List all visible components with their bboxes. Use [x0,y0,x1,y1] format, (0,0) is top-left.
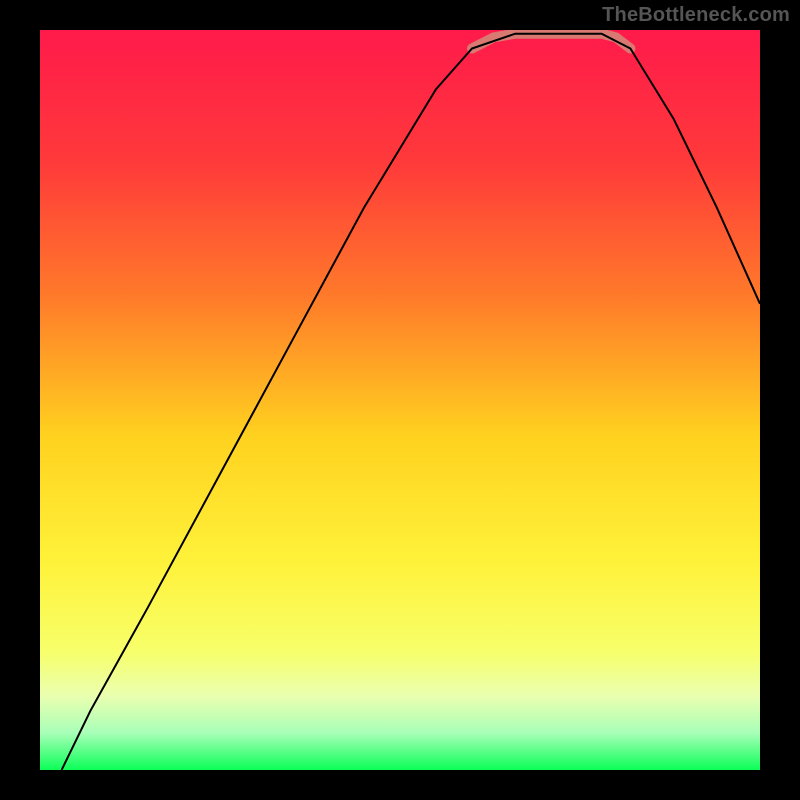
chart-frame: TheBottleneck.com [0,0,800,800]
plot-area [40,30,760,770]
gradient-background [40,30,760,770]
watermark-text: TheBottleneck.com [602,4,790,27]
plot-svg [40,30,760,770]
